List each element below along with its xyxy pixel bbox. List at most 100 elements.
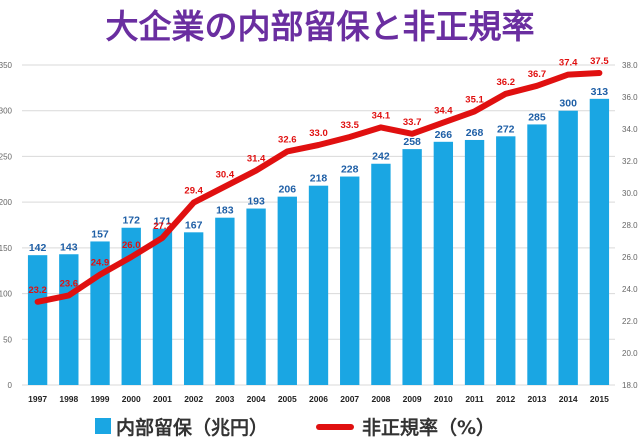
bar-value-label: 183 — [216, 205, 234, 217]
line-value-label: 34.1 — [372, 110, 391, 121]
y2-tick-label: 22.0 — [622, 317, 638, 326]
line-point — [192, 201, 196, 205]
x-tick-label: 2012 — [496, 394, 515, 404]
line-value-label: 32.6 — [278, 134, 297, 145]
bar — [589, 98, 610, 385]
line-value-label: 34.4 — [434, 106, 453, 117]
line-value-label: 37.5 — [590, 56, 609, 67]
y2-tick-label: 32.0 — [622, 157, 638, 166]
bar — [277, 196, 297, 385]
x-tick-label: 2006 — [309, 394, 328, 404]
bar-value-label: 258 — [403, 136, 421, 148]
bar-value-label: 228 — [341, 164, 359, 176]
line-point — [67, 293, 71, 297]
x-tick-label: 2005 — [278, 394, 297, 404]
x-tick-label: 2014 — [559, 394, 578, 404]
x-tick-label: 2015 — [590, 394, 609, 404]
y-tick-label: 150 — [0, 244, 13, 253]
bar — [121, 227, 141, 385]
bar-value-label: 268 — [466, 127, 484, 139]
bar — [402, 149, 422, 385]
line-point — [535, 84, 539, 88]
line-value-label: 33.7 — [403, 117, 422, 128]
bar — [246, 208, 266, 385]
legend-label-line: 非正規率（%） — [362, 416, 495, 439]
y-tick-label: 100 — [0, 290, 13, 299]
line-point — [379, 125, 383, 129]
x-tick-label: 2001 — [153, 394, 172, 404]
bar-value-label: 206 — [279, 184, 297, 196]
y2-tick-label: 26.0 — [622, 253, 638, 262]
line-series — [34, 70, 603, 305]
x-tick-label: 1997 — [28, 394, 47, 404]
line-value-label: 31.4 — [247, 154, 266, 165]
x-tick-label: 2008 — [371, 394, 390, 404]
bar-value-labels: 142 143 157 172 171 167 183 193 206 218 228 242 258 2… — [29, 86, 608, 254]
line-value-label: 29.4 — [184, 186, 203, 197]
y-tick-label: 250 — [0, 152, 13, 161]
line-point — [473, 109, 477, 113]
bar-value-label: 157 — [91, 228, 109, 240]
y-tick-label: 350 — [0, 61, 13, 70]
bar-value-label: 272 — [497, 123, 515, 135]
chart-title: 大企業の内部留保と非正規率 — [106, 7, 535, 46]
line-point — [597, 71, 601, 75]
line-point — [98, 273, 102, 277]
line-value-label: 27.2 — [153, 221, 172, 232]
line-value-label: 33.0 — [309, 128, 328, 139]
x-tick-label: 1999 — [91, 394, 110, 404]
line-value-labels: 23.2 23.6 24.9 26.0 27.2 29.4 30.4 31.4 32.6 33.0… — [28, 56, 609, 296]
line-point — [317, 143, 320, 147]
x-tick-label: 2000 — [122, 394, 141, 404]
x-tick-label: 2002 — [184, 394, 203, 404]
x-tick-label: 2003 — [215, 394, 234, 404]
line-value-label: 23.6 — [60, 278, 79, 289]
line-value-label: 36.2 — [497, 77, 516, 88]
y2-tick-label: 24.0 — [622, 285, 638, 294]
x-tick-label: 2010 — [434, 394, 453, 404]
bar-value-label: 171 — [154, 216, 172, 228]
y-tick-label: 300 — [0, 107, 13, 116]
line-point — [504, 92, 508, 96]
line-value-label: 24.9 — [91, 258, 110, 269]
bar-value-label: 313 — [591, 86, 609, 98]
right-axis-ticks: 18.0 20.0 22.0 24.0 26.0 28.0 30.0 32.0 34.0 36.0… — [622, 61, 638, 390]
bar-value-label: 285 — [528, 111, 546, 123]
bar-value-label: 143 — [60, 241, 78, 253]
y2-tick-label: 20.0 — [622, 349, 638, 358]
line-value-label: 23.2 — [28, 285, 47, 296]
bar — [371, 163, 391, 385]
legend: 内部留保（兆円） 非正規率（%） — [95, 416, 495, 439]
y2-tick-label: 28.0 — [622, 221, 638, 230]
y2-tick-label: 34.0 — [622, 125, 638, 134]
line-point — [410, 132, 414, 136]
x-axis-ticks: 1997 1998 1999 2000 2001 2002 2003 2004 2005 2006… — [28, 394, 609, 404]
line-point — [129, 255, 133, 259]
line-point — [254, 169, 258, 173]
line-value-label: 33.5 — [340, 120, 359, 131]
y2-tick-label: 36.0 — [622, 93, 638, 102]
bar — [464, 139, 485, 385]
x-tick-label: 2013 — [528, 394, 547, 404]
x-tick-label: 2004 — [247, 394, 266, 404]
bar — [59, 254, 79, 385]
bar-value-label: 172 — [122, 215, 140, 227]
line-point — [160, 236, 164, 240]
bar — [527, 124, 547, 385]
line-point — [566, 73, 570, 77]
x-tick-label: 2011 — [465, 394, 484, 404]
legend-label-bar: 内部留保（兆円） — [116, 416, 268, 439]
line-value-label: 36.7 — [528, 69, 547, 80]
left-axis-ticks: 0 50 100 150 200 250 300 350 — [0, 61, 13, 390]
bar-value-label: 266 — [435, 129, 453, 141]
bar — [558, 110, 578, 385]
x-tick-label: 1998 — [59, 394, 78, 404]
y-tick-label: 200 — [0, 198, 13, 207]
x-tick-label: 2007 — [340, 394, 359, 404]
y2-tick-label: 18.0 — [622, 381, 638, 390]
bar — [27, 255, 48, 385]
y-tick-label: 0 — [8, 381, 13, 390]
bar-value-label: 218 — [310, 173, 328, 185]
bar-series — [27, 98, 610, 385]
